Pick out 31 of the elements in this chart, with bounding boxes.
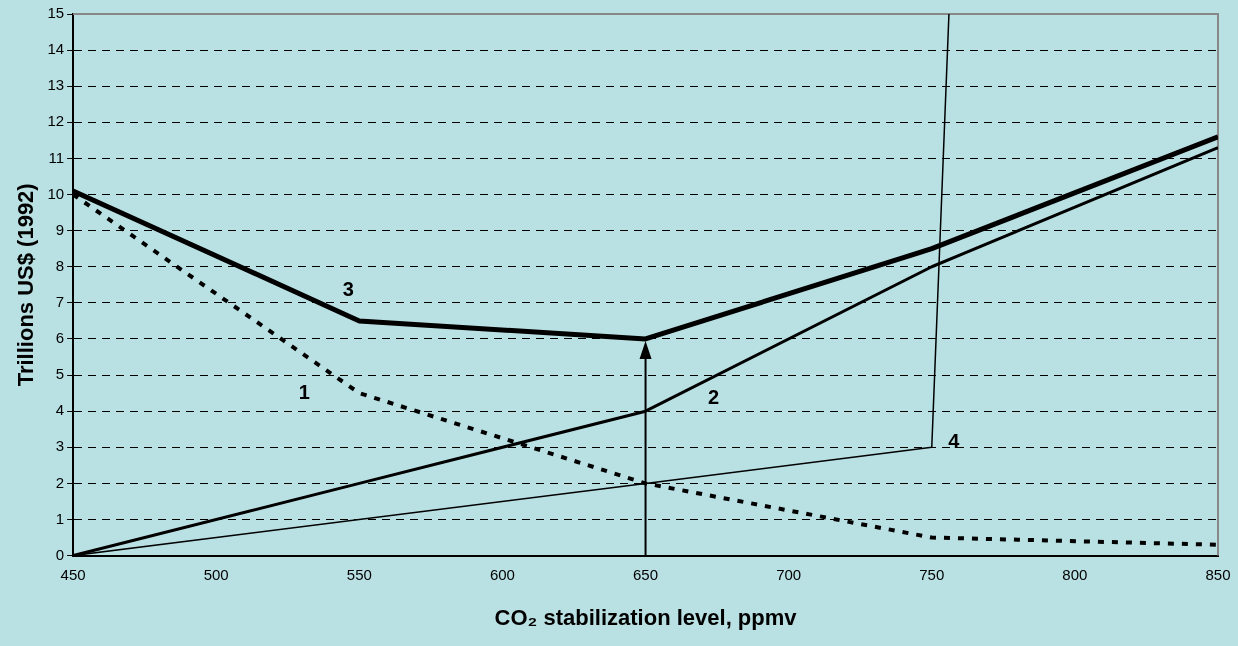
y-tick-label: 1 bbox=[55, 509, 65, 527]
x-axis-title: CO₂ stabilization level, ppmv bbox=[494, 604, 798, 630]
x-tick-label: 750 bbox=[919, 565, 945, 583]
y-tick-label: 6 bbox=[55, 329, 65, 347]
x-tick-label: 850 bbox=[1205, 565, 1231, 583]
y-tick-label: 2 bbox=[55, 473, 65, 491]
y-tick-label: 7 bbox=[55, 292, 65, 310]
y-tick-label: 13 bbox=[47, 76, 65, 94]
x-tick-label: 700 bbox=[776, 565, 802, 583]
x-tick-label: 500 bbox=[203, 565, 229, 583]
series-label: 2 bbox=[707, 385, 720, 408]
y-tick-label: 15 bbox=[47, 4, 65, 22]
x-tick-label: 550 bbox=[346, 565, 372, 583]
series-label: 4 bbox=[948, 429, 961, 452]
y-tick-label: 14 bbox=[47, 40, 65, 58]
y-tick-label: 8 bbox=[55, 256, 65, 274]
x-tick-label: 450 bbox=[60, 565, 86, 583]
x-tick-label: 600 bbox=[489, 565, 515, 583]
y-tick-label: 5 bbox=[55, 365, 65, 383]
y-tick-label: 3 bbox=[55, 437, 65, 455]
y-tick-label: 4 bbox=[55, 401, 65, 419]
series-label: 3 bbox=[342, 278, 354, 301]
y-tick-label: 11 bbox=[48, 148, 65, 166]
y-axis-title: Trillions US$ (1992) bbox=[13, 183, 39, 387]
y-tick-label: 9 bbox=[55, 220, 65, 238]
x-tick-label: 650 bbox=[633, 565, 659, 583]
y-tick-label: 10 bbox=[47, 184, 65, 202]
series-label: 1 bbox=[298, 380, 310, 403]
y-tick-label: 0 bbox=[55, 545, 65, 563]
x-tick-label: 800 bbox=[1062, 565, 1088, 583]
y-tick-label: 12 bbox=[47, 112, 65, 130]
